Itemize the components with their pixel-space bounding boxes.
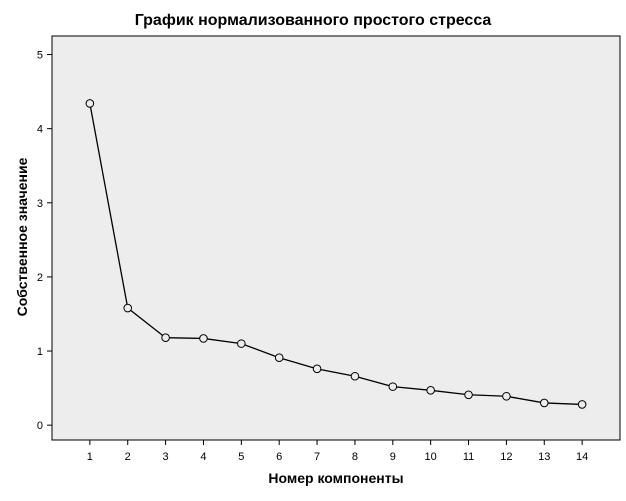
x-tick-label-7: 8 bbox=[352, 451, 358, 463]
series-line-0 bbox=[89, 103, 583, 406]
y-tick-label-2: 2 bbox=[37, 272, 43, 284]
data-point-1 bbox=[85, 99, 95, 108]
data-point-3 bbox=[161, 333, 170, 343]
data-point-8 bbox=[350, 371, 360, 381]
x-tick-label-0: 1 bbox=[87, 451, 93, 463]
x-tick-label-9: 10 bbox=[425, 451, 437, 463]
x-tick-label-11: 12 bbox=[500, 451, 512, 463]
data-point-13 bbox=[539, 398, 549, 408]
data-point-6 bbox=[274, 353, 284, 363]
x-tick-label-12: 13 bbox=[538, 451, 550, 463]
x-tick-label-10: 11 bbox=[463, 451, 474, 463]
x-tick-label-2: 3 bbox=[163, 451, 169, 463]
x-axis-label: Номер компоненты bbox=[268, 470, 404, 486]
data-point-12 bbox=[502, 391, 511, 401]
data-point-14 bbox=[577, 400, 587, 409]
y-tick-label-3: 3 bbox=[37, 198, 43, 210]
data-point-10 bbox=[426, 386, 435, 395]
x-tick-label-1: 2 bbox=[125, 451, 131, 463]
x-tick-label-3: 4 bbox=[200, 451, 206, 463]
y-tick-label-1: 1 bbox=[37, 346, 43, 358]
plot-area bbox=[51, 35, 621, 441]
data-point-5 bbox=[237, 339, 246, 348]
data-point-4 bbox=[199, 334, 208, 343]
data-point-2 bbox=[123, 303, 133, 313]
x-tick-label-8: 9 bbox=[390, 451, 396, 463]
y-tick-label-5: 5 bbox=[37, 50, 43, 62]
data-point-9 bbox=[388, 382, 398, 391]
x-tick-label-5: 6 bbox=[276, 451, 282, 463]
x-tick-label-4: 5 bbox=[238, 451, 244, 463]
y-tick-label-4: 4 bbox=[37, 124, 43, 136]
data-point-7 bbox=[312, 364, 322, 374]
data-point-11 bbox=[464, 390, 473, 400]
x-tick-label-6: 7 bbox=[314, 451, 320, 463]
x-tick-label-13: 14 bbox=[576, 451, 588, 463]
y-tick-label-0: 0 bbox=[37, 420, 43, 432]
chart-title: График нормализованного простого стресса bbox=[134, 12, 492, 29]
